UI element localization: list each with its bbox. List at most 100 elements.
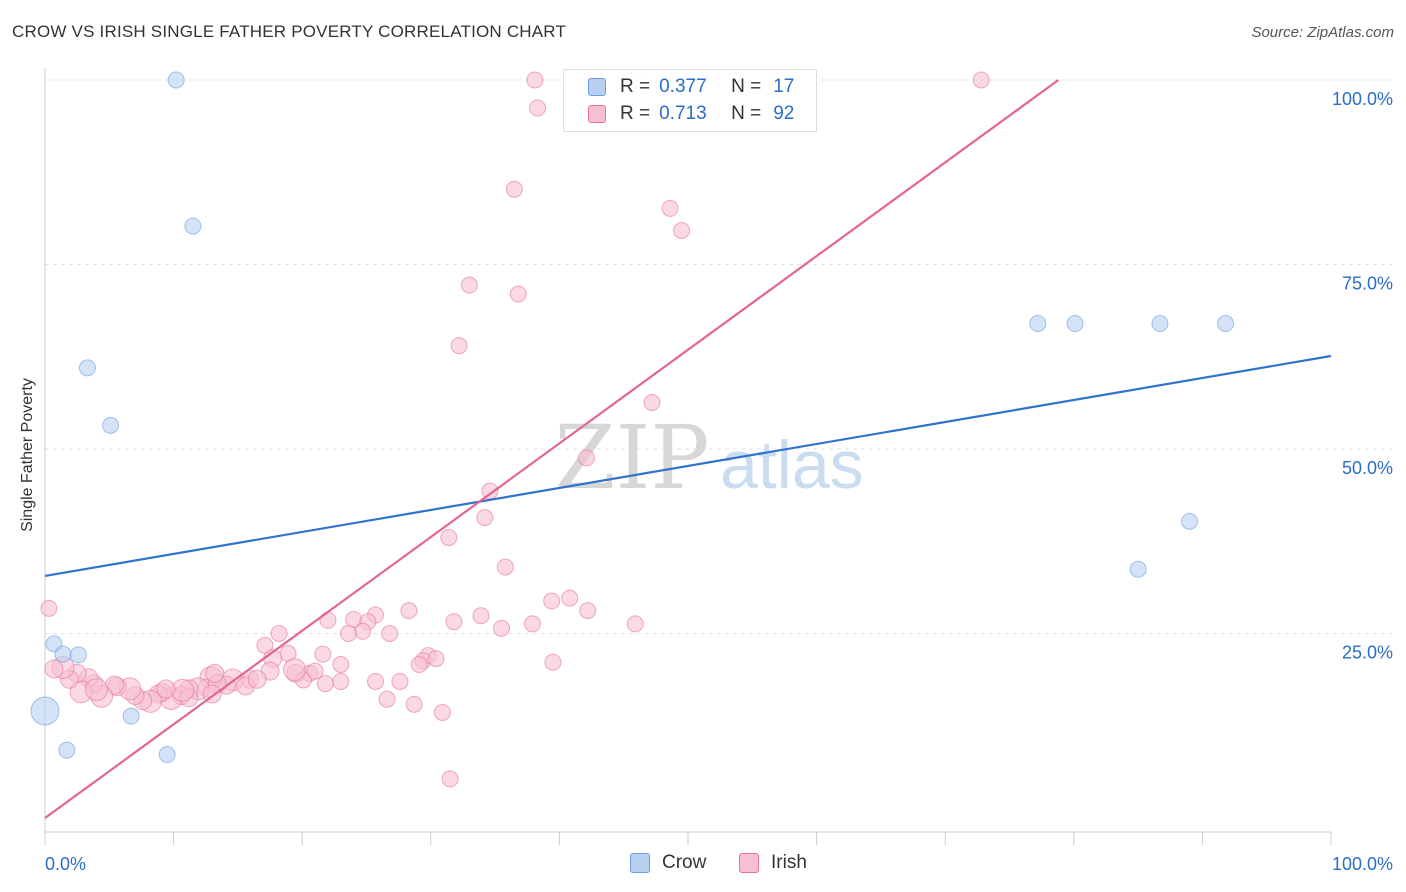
crow-point — [102, 416, 120, 434]
irish-point — [410, 655, 428, 673]
legend-n-label: N = — [731, 103, 762, 124]
legend-r-label: R = — [620, 76, 651, 97]
series-legend-crow[interactable]: Crow — [630, 852, 706, 874]
irish-point — [433, 703, 451, 721]
x-tick-label: 100.0% — [1332, 854, 1393, 874]
watermark-zip: ZIP — [554, 406, 709, 509]
crow-point — [58, 741, 76, 759]
y-tick-label: 50.0% — [1342, 458, 1393, 478]
irish-point — [472, 607, 490, 625]
irish-point — [354, 622, 372, 640]
irish-point — [270, 625, 288, 642]
watermark: ZIP atlas — [554, 406, 863, 509]
crow-point — [1029, 315, 1047, 333]
legend-crow-r: 0.377 — [659, 76, 707, 97]
series-legend-irish[interactable]: Irish — [739, 852, 807, 874]
legend-r-label: R = — [620, 103, 651, 124]
irish-regression-line — [44, 79, 1060, 819]
tick-labels: 25.0% 50.0% 75.0% 100.0% 0.0% 100.0% — [45, 89, 1393, 874]
irish-point — [509, 285, 527, 303]
crow-point — [1066, 315, 1084, 333]
irish-point — [391, 672, 409, 690]
irish-point — [577, 449, 595, 467]
irish-point — [378, 690, 396, 708]
x-tick-label: 0.0% — [45, 854, 86, 874]
irish-point — [282, 658, 306, 682]
irish-point — [523, 615, 541, 633]
irish-point — [661, 199, 679, 217]
irish-point — [156, 679, 176, 699]
legend-row-irish: R = 0.713 N = 92 — [588, 102, 794, 126]
regression-lines — [44, 79, 1332, 819]
series-legend: Crow Irish — [0, 852, 1406, 876]
irish-point — [529, 99, 547, 117]
irish-point — [314, 645, 332, 663]
legend-crow-n: 17 — [773, 76, 795, 97]
irish-point — [332, 655, 350, 673]
irish-point — [405, 695, 423, 713]
data-points — [30, 71, 1235, 788]
chart-title: CROW VS IRISH SINGLE FATHER POVERTY CORR… — [12, 22, 567, 41]
irish-point — [441, 770, 459, 788]
irish-point — [205, 663, 225, 683]
irish-point — [381, 625, 399, 642]
crow-point — [78, 359, 96, 377]
irish-point — [972, 71, 990, 89]
legend-row-crow: R = 0.377 N = 17 — [588, 75, 794, 99]
irish-point — [440, 529, 458, 547]
crow-point — [54, 645, 72, 663]
crow-point — [1151, 315, 1169, 333]
crow-regression-line — [44, 354, 1332, 578]
irish-point — [561, 589, 579, 607]
crow-point — [122, 707, 140, 725]
irish-point — [400, 602, 418, 620]
irish-point — [460, 276, 478, 294]
irish-point — [496, 558, 514, 576]
y-tick-label: 25.0% — [1342, 643, 1393, 663]
legend-n-label: N = — [731, 76, 762, 97]
series-legend-irish-swatch — [739, 853, 759, 873]
series-legend-crow-swatch — [630, 853, 650, 873]
legend-swatch-irish — [588, 105, 606, 123]
gridlines — [45, 79, 1392, 634]
irish-point — [445, 613, 463, 631]
irish-point — [84, 678, 108, 702]
irish-point — [476, 509, 494, 527]
series-legend-crow-label: Crow — [662, 852, 707, 873]
irish-point — [543, 592, 561, 610]
crow-point — [184, 217, 202, 235]
irish-point — [332, 672, 350, 690]
irish-point — [505, 180, 523, 198]
irish-point — [450, 337, 468, 355]
irish-point — [643, 394, 661, 412]
y-tick-label: 100.0% — [1332, 89, 1393, 109]
legend-swatch-crow — [588, 78, 606, 96]
legend: R = 0.377 N = 17 R = 0.713 N = 92 — [563, 69, 817, 132]
watermark-atlas: atlas — [720, 427, 864, 503]
irish-point — [526, 71, 544, 89]
y-tick-label: 75.0% — [1342, 274, 1393, 294]
crow-point — [1217, 315, 1235, 333]
legend-irish-r: 0.713 — [659, 103, 707, 124]
crow-point — [158, 746, 176, 764]
legend-irish-n: 92 — [773, 103, 795, 124]
crow-point — [30, 696, 60, 726]
series-legend-irish-label: Irish — [771, 852, 807, 873]
irish-point — [544, 653, 562, 671]
irish-point — [247, 669, 267, 689]
irish-point — [44, 659, 64, 679]
irish-point — [319, 611, 337, 629]
irish-point — [673, 222, 691, 240]
crow-point — [167, 71, 185, 89]
irish-point — [339, 625, 357, 642]
crow-point — [1129, 560, 1147, 578]
crow-point — [1181, 512, 1199, 530]
irish-point — [40, 599, 58, 617]
irish-point — [626, 615, 644, 633]
crow-point — [69, 646, 87, 664]
irish-point — [306, 662, 324, 680]
irish-point — [427, 650, 445, 668]
irish-point — [367, 672, 385, 690]
irish-point — [579, 602, 597, 620]
